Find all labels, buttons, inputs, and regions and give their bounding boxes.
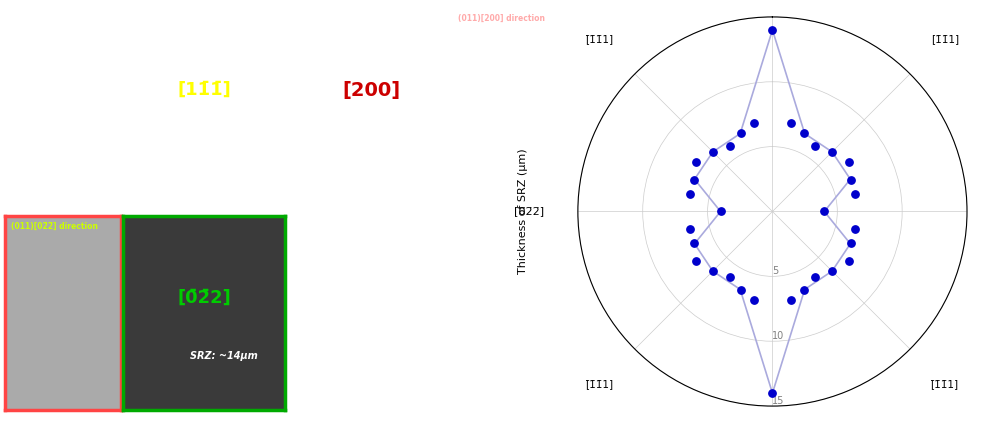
Point — [687, 176, 703, 183]
Text: SRZ: ~14μm: SRZ: ~14μm — [190, 351, 258, 361]
Point — [746, 297, 762, 304]
Text: (011)[200] direction: (011)[200] direction — [458, 14, 545, 23]
Point — [765, 27, 780, 33]
Point — [807, 273, 823, 280]
Point — [722, 273, 738, 280]
Text: Thickness of SRZ (μm): Thickness of SRZ (μm) — [519, 149, 528, 274]
Point — [682, 191, 698, 198]
Point — [807, 143, 823, 150]
Point — [796, 286, 812, 293]
Point — [847, 225, 863, 232]
Point — [705, 268, 720, 275]
Point — [733, 130, 749, 137]
Text: [200]: [200] — [342, 81, 400, 100]
Text: (011)[ᴸ¹¹ᴸ¹] direction: (011)[ᴸ¹¹ᴸ¹] direction — [11, 14, 98, 23]
Point — [825, 148, 840, 155]
Point — [842, 240, 858, 247]
Point — [847, 191, 863, 198]
Point — [682, 225, 698, 232]
Text: SRZ: ~4μm: SRZ: ~4μm — [359, 143, 420, 154]
Point — [689, 258, 705, 264]
Text: [̄1̄1̄1]: [̄1̄1̄1] — [931, 379, 959, 389]
Point — [687, 240, 703, 247]
Point — [733, 286, 749, 293]
Point — [689, 159, 705, 165]
Point — [796, 130, 812, 137]
Point — [783, 119, 799, 126]
Point — [825, 268, 840, 275]
Text: [̄1̄1̄1]: [̄1̄1̄1] — [585, 379, 614, 389]
Text: (011)[02̄2̄] direction: (011)[02̄2̄] direction — [11, 222, 97, 231]
Text: SRZ: ~4μm: SRZ: ~4μm — [193, 143, 254, 154]
Point — [712, 208, 728, 215]
Point — [746, 119, 762, 126]
Point — [840, 258, 856, 264]
Point — [840, 159, 856, 165]
Point — [817, 208, 832, 215]
Point — [705, 148, 720, 155]
Point — [722, 143, 738, 150]
Point — [783, 297, 799, 304]
Text: [11̄1̄]: [11̄1̄] — [177, 81, 231, 99]
Text: [̄1̄1̄1]: [̄1̄1̄1] — [585, 34, 614, 44]
Text: [1̄1̄1]: [1̄1̄1] — [931, 34, 959, 44]
Point — [765, 390, 780, 396]
Point — [842, 176, 858, 183]
Text: [02̄2̄]: [02̄2̄] — [514, 206, 543, 217]
Text: [0̄2̄2]: [0̄2̄2] — [177, 288, 231, 306]
